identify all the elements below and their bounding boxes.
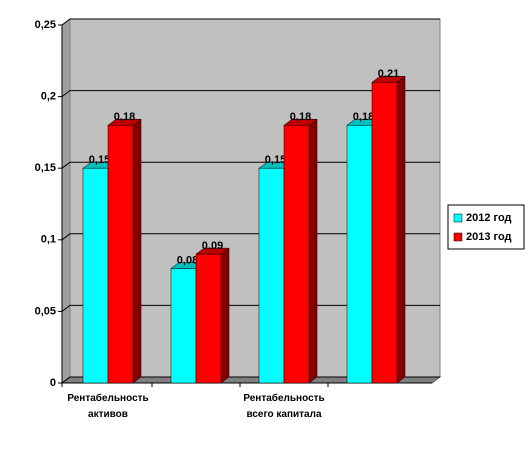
data-label: 0,18	[290, 111, 311, 123]
bar	[170, 268, 197, 384]
bar	[195, 253, 222, 384]
data-label: 0,15	[265, 154, 286, 166]
bar	[107, 124, 134, 384]
data-label: 0,18	[353, 111, 374, 123]
grid-line	[61, 18, 440, 26]
bar-side	[396, 75, 406, 384]
bar	[346, 124, 373, 384]
grid-line	[61, 90, 440, 97]
legend-label: 2013 год	[466, 231, 512, 243]
bar	[371, 82, 398, 384]
y-tick-label: 0,15	[35, 162, 56, 174]
x-tick-label: Рентабельность всего капитала	[243, 393, 325, 420]
bar-side	[220, 247, 230, 384]
y-tick-label: 0,2	[41, 91, 56, 103]
x-tick-label: Рентабельность активов	[67, 393, 149, 420]
data-label: 0,09	[202, 240, 223, 252]
y-tick-label: 0,1	[41, 234, 56, 246]
side-wall	[61, 18, 71, 384]
y-tick-label: 0,25	[35, 19, 56, 31]
bar	[258, 167, 285, 384]
bar	[82, 167, 109, 384]
bar	[283, 124, 310, 384]
legend-swatch	[453, 213, 463, 223]
y-tick-label: 0	[50, 377, 56, 389]
bar-side	[132, 118, 142, 384]
bar-side	[308, 118, 318, 384]
legend-label: 2012 год	[466, 212, 512, 224]
data-label: 0,15	[89, 154, 110, 166]
data-label: 0,18	[114, 111, 135, 123]
data-label: 0,08	[177, 254, 198, 266]
legend-box	[447, 204, 525, 250]
legend-swatch	[453, 232, 463, 242]
data-label: 0,21	[378, 68, 399, 80]
y-tick-label: 0,05	[35, 305, 56, 317]
